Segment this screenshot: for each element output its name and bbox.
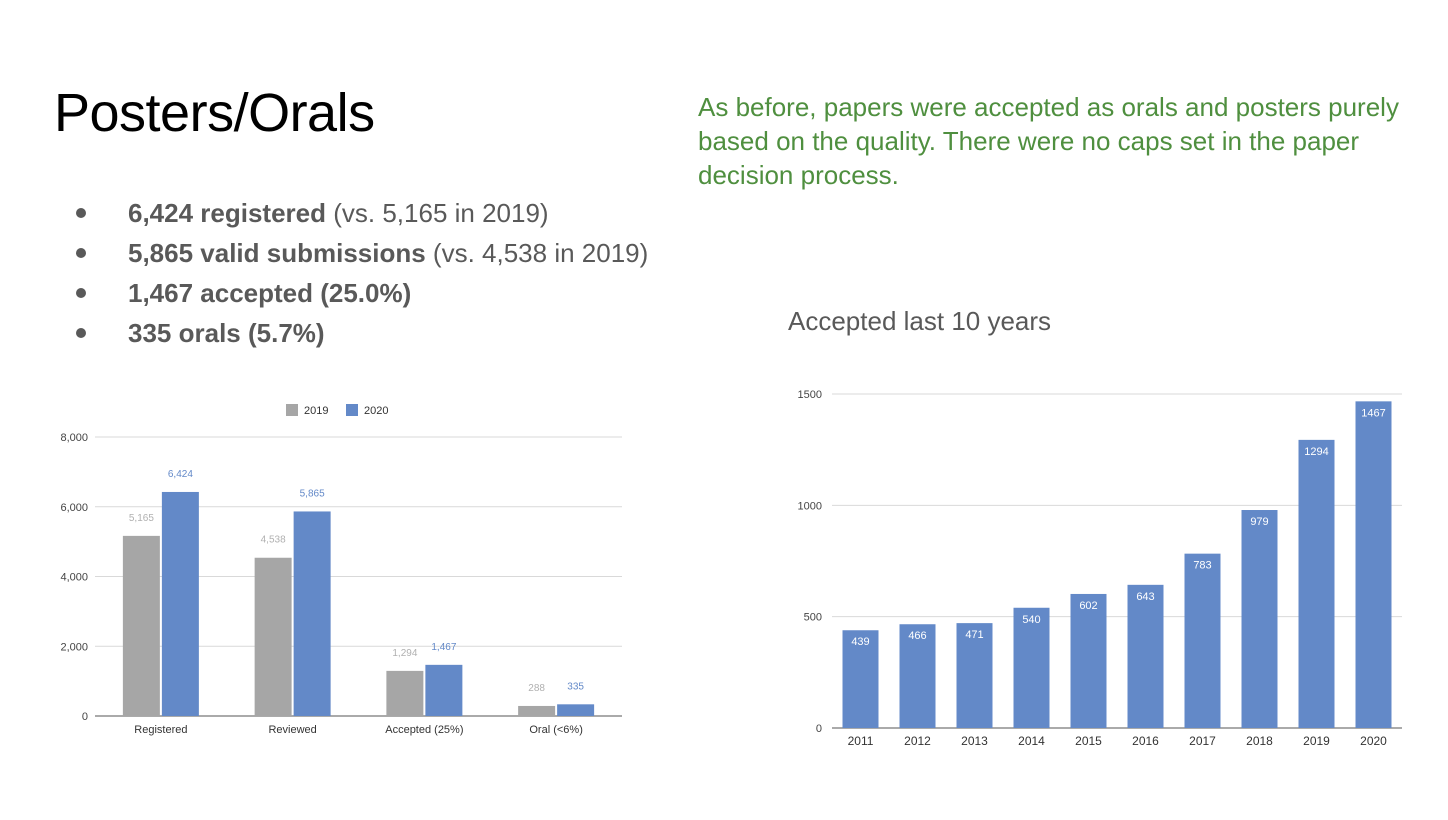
data-label: 335 <box>567 681 584 692</box>
x-tick-label: 2011 <box>848 734 874 748</box>
x-tick-label: 2019 <box>1303 734 1330 748</box>
data-label: 783 <box>1193 560 1211 572</box>
x-tick-label: Accepted (25%) <box>385 724 463 736</box>
bar-2020 <box>425 664 463 716</box>
bar <box>956 623 993 728</box>
bullet-rest: (vs. 4,538 in 2019) <box>425 238 649 268</box>
bullet-bold: 5,865 valid submissions <box>128 238 426 268</box>
bullet-list: 6,424 registered (vs. 5,165 in 2019) 5,8… <box>70 193 648 353</box>
slide-title: Posters/Orals <box>54 83 375 143</box>
x-tick-label: 2013 <box>961 734 988 748</box>
data-label: 471 <box>965 629 983 641</box>
data-label: 643 <box>1136 591 1154 603</box>
y-tick-label: 8,000 <box>60 432 88 444</box>
x-tick-label: 2018 <box>1246 734 1273 748</box>
bar <box>1184 553 1221 728</box>
bar-2019 <box>386 670 424 716</box>
bar <box>1355 401 1392 728</box>
y-tick-label: 2,000 <box>60 641 88 653</box>
data-label: 1,467 <box>431 642 456 653</box>
x-tick-label: Oral (<6%) <box>529 724 583 736</box>
bar <box>1298 439 1335 728</box>
legend-swatch <box>346 404 358 416</box>
y-tick-label: 1000 <box>798 500 822 512</box>
x-tick-label: 2015 <box>1075 734 1102 748</box>
bar-2019 <box>254 557 292 716</box>
x-tick-label: 2016 <box>1132 734 1159 748</box>
y-tick-label: 6,000 <box>60 502 88 514</box>
data-label: 1467 <box>1361 407 1385 419</box>
data-label: 439 <box>851 636 869 648</box>
y-tick-label: 1500 <box>798 389 822 401</box>
data-label: 1,294 <box>392 648 417 659</box>
data-label: 979 <box>1250 516 1268 528</box>
bullet-icon <box>76 328 86 338</box>
bar <box>1127 584 1164 728</box>
bar <box>842 630 879 728</box>
right-chart-title: Accepted last 10 years <box>788 306 1052 336</box>
data-label: 5,865 <box>300 488 325 499</box>
bullet-item: 1,467 accepted (25.0%) <box>70 273 648 313</box>
legend-label: 2020 <box>364 405 388 417</box>
y-tick-label: 500 <box>804 612 822 624</box>
legend-swatch <box>286 404 298 416</box>
bullet-icon <box>76 208 86 218</box>
y-tick-label: 0 <box>82 711 88 723</box>
x-tick-label: Reviewed <box>268 724 316 736</box>
bullet-icon <box>76 288 86 298</box>
y-tick-label: 0 <box>816 723 822 735</box>
x-tick-label: 2017 <box>1189 734 1216 748</box>
bullet-item: 6,424 registered (vs. 5,165 in 2019) <box>70 193 648 233</box>
bullet-bold: 335 orals (5.7%) <box>128 318 325 348</box>
bar <box>899 624 936 728</box>
data-label: 540 <box>1022 614 1040 626</box>
x-tick-label: 2014 <box>1018 734 1045 748</box>
bullet-bold: 6,424 registered <box>128 198 327 228</box>
bar <box>1070 593 1107 728</box>
bullet-item: 335 orals (5.7%) <box>70 313 648 353</box>
bar-2019 <box>122 535 160 716</box>
bar-2020 <box>161 491 199 716</box>
x-tick-label: Registered <box>134 724 187 736</box>
data-label: 466 <box>908 630 926 642</box>
data-label: 5,165 <box>129 513 154 524</box>
bar-2019 <box>518 705 556 716</box>
data-label: 288 <box>528 683 545 694</box>
y-tick-label: 4,000 <box>60 572 88 584</box>
bar-2020 <box>293 511 331 716</box>
bullet-rest: (vs. 5,165 in 2019) <box>326 198 549 228</box>
bullet-bold: 1,467 accepted (25.0%) <box>128 278 412 308</box>
bullet-item: 5,865 valid submissions (vs. 4,538 in 20… <box>70 233 648 273</box>
bar <box>1241 510 1278 728</box>
bar-2020 <box>557 704 595 716</box>
data-label: 6,424 <box>168 469 193 480</box>
bullet-icon <box>76 248 86 258</box>
x-tick-label: 2020 <box>1360 734 1387 748</box>
data-label: 1294 <box>1304 446 1328 458</box>
data-label: 602 <box>1079 600 1097 612</box>
slide-note: As before, papers were accepted as orals… <box>698 92 1399 190</box>
x-tick-label: 2012 <box>904 734 931 748</box>
legend-label: 2019 <box>304 405 328 417</box>
data-label: 4,538 <box>261 535 286 546</box>
bar <box>1013 607 1050 728</box>
